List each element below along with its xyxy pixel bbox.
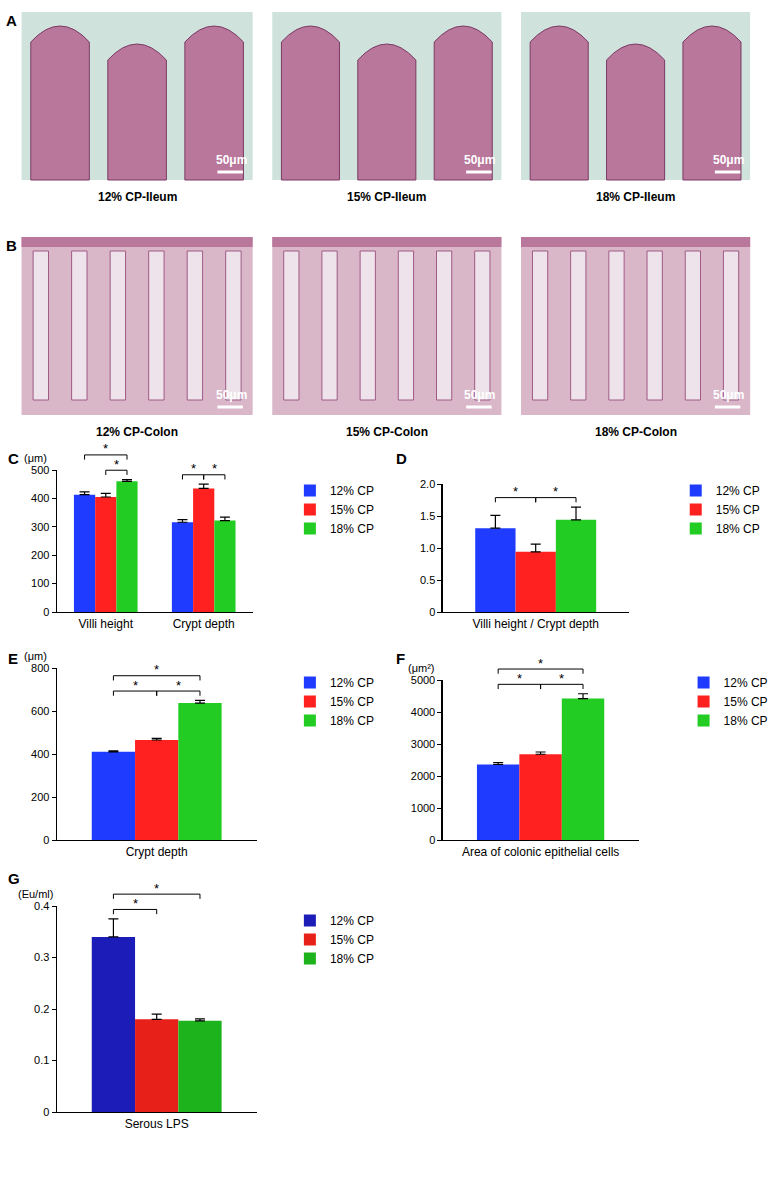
svg-text:50μm: 50μm	[464, 388, 495, 402]
svg-text:18% CP: 18% CP	[724, 714, 768, 728]
svg-text:12% CP-Ileum: 12% CP-Ileum	[98, 190, 177, 204]
svg-text:50μm: 50μm	[464, 153, 495, 167]
svg-text:(μm²): (μm²)	[408, 662, 435, 674]
svg-text:12% CP: 12% CP	[330, 484, 374, 498]
svg-text:800: 800	[31, 662, 49, 674]
svg-text:F: F	[396, 650, 405, 667]
svg-text:18% CP: 18% CP	[330, 714, 374, 728]
svg-text:*: *	[154, 662, 159, 677]
svg-text:*: *	[176, 678, 181, 693]
svg-text:D: D	[396, 450, 407, 467]
svg-text:*: *	[133, 678, 138, 693]
svg-text:2000: 2000	[411, 770, 435, 782]
svg-text:G: G	[8, 870, 20, 887]
svg-text:0: 0	[429, 834, 435, 846]
svg-text:50μm: 50μm	[216, 388, 247, 402]
svg-text:15% CP: 15% CP	[724, 695, 768, 709]
svg-text:(μm): (μm)	[24, 452, 47, 464]
svg-text:400: 400	[31, 492, 49, 504]
svg-text:15% CP: 15% CP	[330, 695, 374, 709]
svg-text:0.5: 0.5	[420, 574, 435, 586]
svg-text:*: *	[212, 461, 217, 476]
svg-text:0: 0	[429, 606, 435, 618]
svg-text:0.4: 0.4	[34, 900, 49, 912]
svg-text:18% CP-Colon: 18% CP-Colon	[595, 425, 677, 439]
svg-text:12% CP: 12% CP	[724, 676, 768, 690]
svg-text:C: C	[8, 450, 19, 467]
svg-text:50μm: 50μm	[713, 388, 744, 402]
svg-text:18% CP: 18% CP	[330, 952, 374, 966]
svg-text:Crypt depth: Crypt depth	[173, 617, 235, 631]
svg-text:*: *	[513, 484, 518, 499]
svg-text:18% CP: 18% CP	[330, 522, 374, 536]
svg-text:100: 100	[31, 577, 49, 589]
svg-text:Area of colonic epithelial cel: Area of colonic epithelial cells	[462, 845, 619, 859]
svg-text:(Eu/ml): (Eu/ml)	[18, 888, 53, 900]
svg-text:15% CP-Colon: 15% CP-Colon	[346, 425, 428, 439]
svg-text:0: 0	[43, 1106, 49, 1118]
svg-text:*: *	[103, 441, 108, 456]
svg-text:0.3: 0.3	[34, 951, 49, 963]
svg-text:Crypt depth: Crypt depth	[126, 845, 188, 859]
svg-text:*: *	[133, 896, 138, 911]
svg-text:1000: 1000	[411, 802, 435, 814]
svg-text:50μm: 50μm	[713, 153, 744, 167]
svg-text:2.0: 2.0	[420, 478, 435, 490]
svg-text:200: 200	[31, 549, 49, 561]
svg-text:12% CP: 12% CP	[716, 484, 760, 498]
svg-text:1.0: 1.0	[420, 542, 435, 554]
svg-text:A: A	[6, 12, 17, 29]
svg-text:*: *	[517, 671, 522, 686]
svg-text:50μm: 50μm	[216, 153, 247, 167]
svg-text:18% CP-Ileum: 18% CP-Ileum	[596, 190, 675, 204]
svg-text:(μm): (μm)	[24, 650, 47, 662]
svg-text:400: 400	[31, 748, 49, 760]
svg-text:*: *	[553, 484, 558, 499]
svg-text:3000: 3000	[411, 738, 435, 750]
svg-text:1.5: 1.5	[420, 510, 435, 522]
svg-text:12% CP-Colon: 12% CP-Colon	[96, 425, 178, 439]
svg-text:*: *	[191, 461, 196, 476]
svg-text:E: E	[8, 650, 18, 667]
svg-text:18% CP: 18% CP	[716, 522, 760, 536]
svg-text:4000: 4000	[411, 706, 435, 718]
svg-text:15% CP: 15% CP	[716, 503, 760, 517]
svg-text:0.2: 0.2	[34, 1003, 49, 1015]
svg-text:B: B	[6, 237, 17, 254]
svg-text:*: *	[154, 881, 159, 896]
svg-text:0: 0	[43, 834, 49, 846]
svg-text:0: 0	[43, 606, 49, 618]
svg-text:*: *	[538, 656, 543, 671]
svg-text:0.1: 0.1	[34, 1054, 49, 1066]
svg-text:12% CP: 12% CP	[330, 676, 374, 690]
svg-text:600: 600	[31, 705, 49, 717]
svg-text:Villi height / Crypt depth: Villi height / Crypt depth	[472, 617, 599, 631]
svg-text:15% CP: 15% CP	[330, 933, 374, 947]
svg-text:5000: 5000	[411, 674, 435, 686]
svg-text:12% CP: 12% CP	[330, 914, 374, 928]
svg-text:15% CP-Ileum: 15% CP-Ileum	[347, 190, 426, 204]
svg-text:*: *	[559, 671, 564, 686]
svg-text:Villi height: Villi height	[79, 617, 134, 631]
svg-text:500: 500	[31, 464, 49, 476]
svg-text:15% CP: 15% CP	[330, 503, 374, 517]
svg-text:Serous LPS: Serous LPS	[125, 1117, 189, 1131]
svg-text:200: 200	[31, 791, 49, 803]
svg-text:300: 300	[31, 521, 49, 533]
svg-text:*: *	[114, 457, 119, 472]
